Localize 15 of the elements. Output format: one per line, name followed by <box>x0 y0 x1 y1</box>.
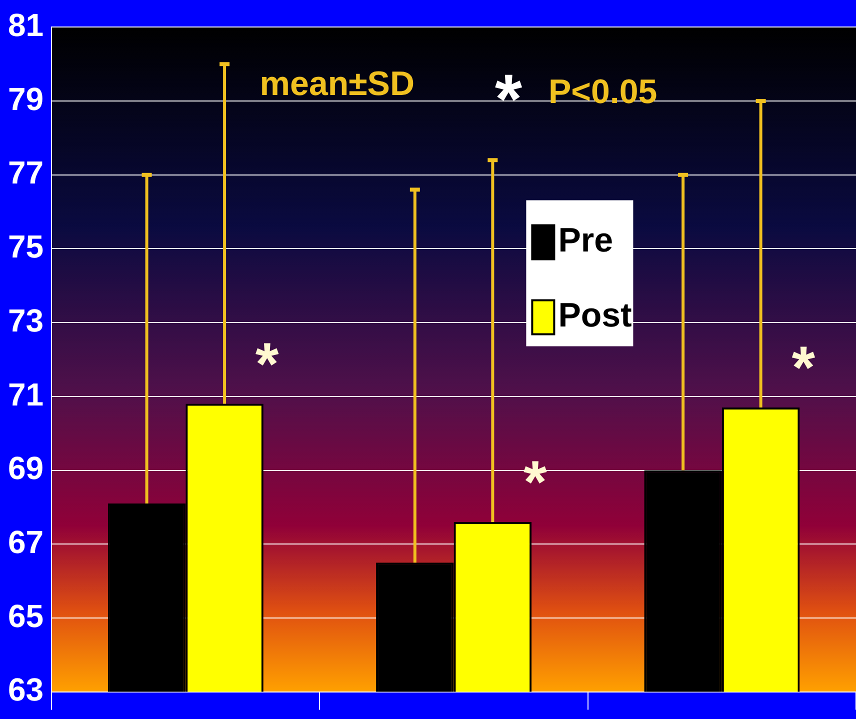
legend-label: Post <box>558 296 632 335</box>
annotation: mean±SD <box>260 65 415 104</box>
y-tick-label: 63 <box>8 672 44 708</box>
y-tick-label: 79 <box>8 80 44 117</box>
y-tick-label: 73 <box>8 302 44 338</box>
y-tick-label: 75 <box>8 228 44 265</box>
y-tick-label: 69 <box>8 450 44 486</box>
legend-label: Pre <box>558 222 614 260</box>
data-label: * <box>255 330 280 398</box>
y-tick-label: 71 <box>8 376 44 412</box>
data-label: * <box>792 334 816 402</box>
y-tick-label: 65 <box>8 598 44 634</box>
y-tick-label: 77 <box>8 154 44 191</box>
y-tick-label: 81 <box>8 7 44 44</box>
y-tick-label: 67 <box>8 524 44 560</box>
